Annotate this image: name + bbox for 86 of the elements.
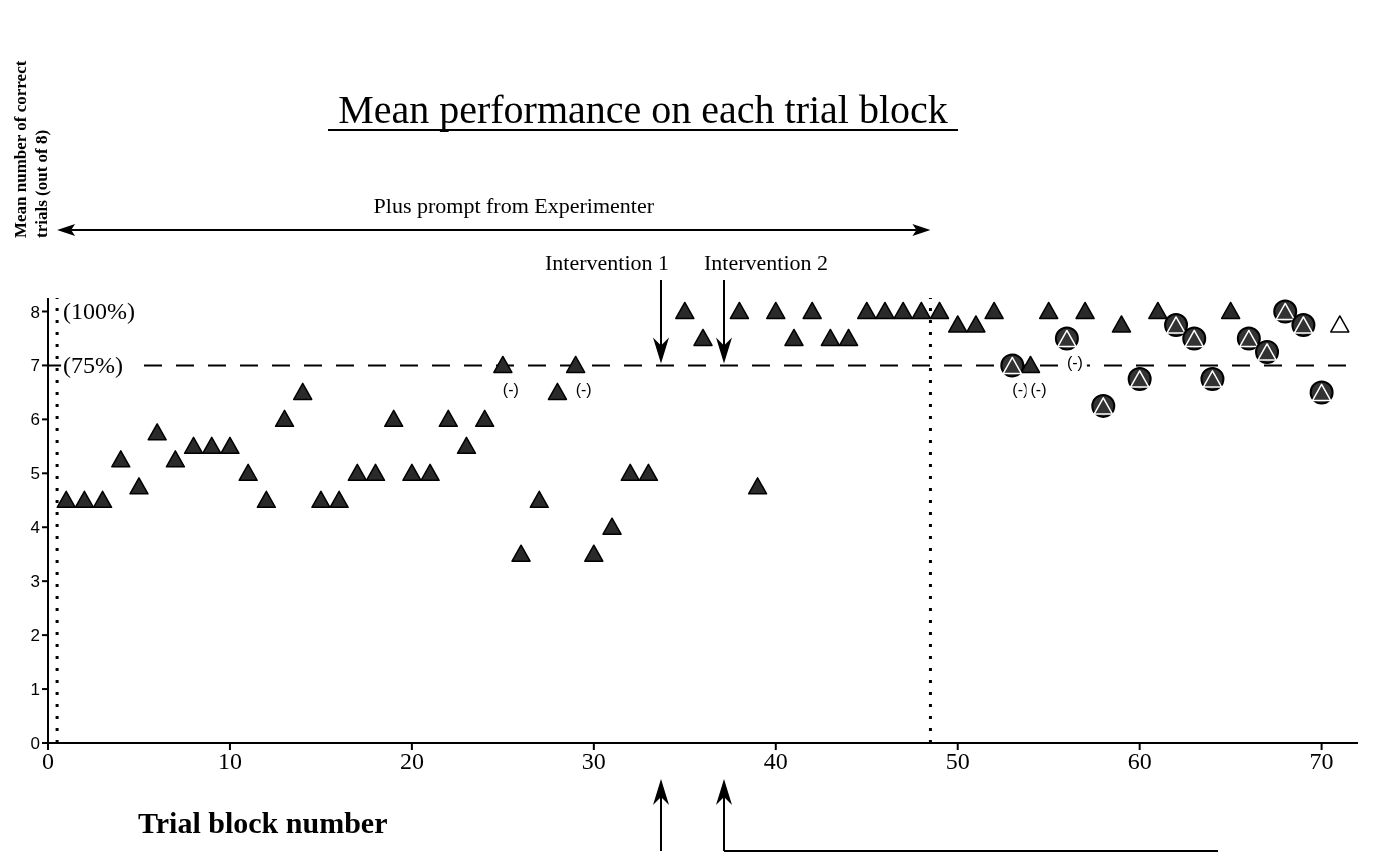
point <box>111 450 131 468</box>
point <box>165 450 186 468</box>
x-tick-label: 30 <box>581 748 606 775</box>
x-axis-title: Trial block number <box>138 806 388 839</box>
y-tick-label: 8 <box>30 302 40 322</box>
point <box>1020 355 1041 374</box>
point <box>602 517 622 535</box>
point <box>383 409 404 428</box>
point <box>875 301 895 320</box>
x-tick-label: 70 <box>1309 748 1334 775</box>
point <box>238 463 258 482</box>
point <box>857 301 877 320</box>
point <box>1220 301 1241 320</box>
point <box>929 301 950 320</box>
point <box>511 544 531 562</box>
point <box>1075 301 1095 320</box>
point <box>1111 315 1132 333</box>
annotation: (-) <box>1066 354 1083 372</box>
point <box>984 301 1004 320</box>
point <box>766 301 786 320</box>
text: Plus prompt from Experimenter <box>373 193 655 218</box>
point <box>547 382 568 401</box>
point <box>1038 301 1059 320</box>
y-tick-label: 7 <box>30 356 40 376</box>
y-tick-label: 0 <box>30 734 40 754</box>
y-tick-label: 4 <box>30 518 40 538</box>
y-tick-label: 5 <box>30 464 40 484</box>
x-tick-label: 40 <box>763 748 788 775</box>
point <box>820 328 841 347</box>
point <box>438 409 459 428</box>
point <box>74 490 95 509</box>
point <box>256 490 277 509</box>
x-tick-label: 10 <box>217 748 242 775</box>
x-tick-label: 50 <box>945 748 970 775</box>
point <box>947 315 968 333</box>
point <box>347 463 368 482</box>
point <box>529 490 549 509</box>
point <box>129 477 149 495</box>
point <box>638 463 659 482</box>
point <box>420 463 440 482</box>
annotation: (-) <box>575 381 592 399</box>
y-tick-label: 1 <box>30 680 40 700</box>
point <box>620 463 640 482</box>
point <box>274 409 295 428</box>
point <box>220 436 240 455</box>
point <box>1330 315 1350 333</box>
annotation: (-) <box>1030 381 1047 399</box>
annotation: (75%) <box>63 352 124 379</box>
y-tick-label: 2 <box>30 626 40 646</box>
point <box>802 301 822 320</box>
point <box>292 382 313 401</box>
point <box>693 328 713 347</box>
point <box>456 436 477 455</box>
point <box>92 490 113 509</box>
text: Intervention 2 <box>704 250 829 275</box>
point <box>147 423 167 441</box>
point <box>784 328 804 347</box>
y-tick-label: 6 <box>30 410 40 430</box>
point <box>183 436 204 455</box>
annotation: (-) <box>502 381 519 399</box>
point <box>893 301 913 320</box>
point <box>329 490 349 509</box>
point <box>966 315 986 333</box>
x-tick-label: 60 <box>1127 748 1152 775</box>
point <box>565 355 586 374</box>
annotation: (100%) <box>63 298 136 325</box>
point <box>202 436 222 455</box>
point <box>729 301 750 320</box>
y-axis-title: Mean number of correct trials (out of 8) <box>11 60 51 238</box>
point <box>1148 301 1168 320</box>
chart-title: Mean performance on each trial block <box>338 87 948 132</box>
point <box>584 544 604 562</box>
point <box>311 490 331 509</box>
text: Intervention 1 <box>544 250 669 275</box>
annotation: (-) <box>1012 381 1029 399</box>
point <box>474 409 495 428</box>
x-tick-label: 20 <box>399 748 424 775</box>
point <box>675 301 695 320</box>
point <box>402 463 422 482</box>
point <box>56 490 76 509</box>
point <box>747 477 768 495</box>
point <box>911 301 932 320</box>
point <box>838 328 859 347</box>
point <box>493 355 513 374</box>
point <box>365 463 386 482</box>
y-tick-label: 3 <box>30 572 40 592</box>
